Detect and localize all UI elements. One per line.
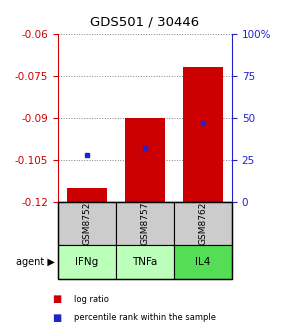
Text: IL4: IL4 (195, 257, 211, 267)
Bar (183, 67, 223, 202)
Bar (67, 187, 107, 202)
Text: GDS501 / 30446: GDS501 / 30446 (90, 15, 200, 28)
Text: TNFa: TNFa (132, 257, 158, 267)
Text: GSM8752: GSM8752 (82, 202, 92, 245)
Text: GSM8757: GSM8757 (140, 202, 150, 245)
Text: ■: ■ (52, 294, 61, 304)
Text: IFNg: IFNg (75, 257, 99, 267)
Text: log ratio: log ratio (74, 295, 109, 303)
Text: agent ▶: agent ▶ (16, 257, 55, 267)
Bar (125, 118, 165, 202)
Text: GSM8762: GSM8762 (198, 202, 208, 245)
Text: ■: ■ (52, 312, 61, 323)
Text: percentile rank within the sample: percentile rank within the sample (74, 313, 216, 322)
